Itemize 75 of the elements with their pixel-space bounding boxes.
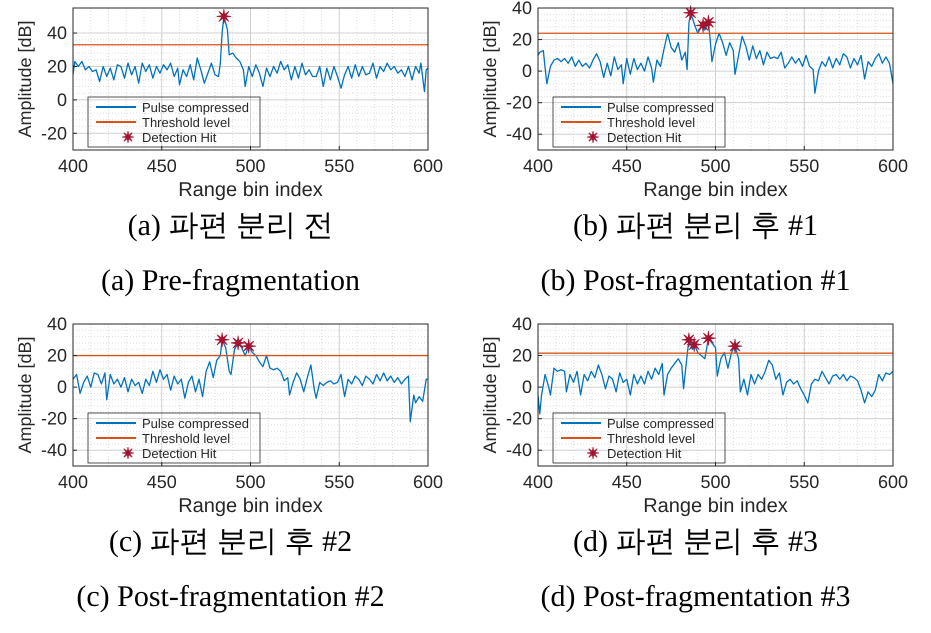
x-tick-label: 400 bbox=[522, 156, 554, 176]
point bbox=[214, 332, 230, 348]
point bbox=[683, 5, 698, 20]
x-tick-label: 400 bbox=[58, 472, 88, 492]
x-axis-title: Range bin index bbox=[178, 179, 323, 201]
x-tick-label: 450 bbox=[612, 156, 642, 176]
point bbox=[701, 14, 716, 30]
y-tick-label: 0 bbox=[56, 90, 67, 110]
y-axis-title: Amplitude [dB] bbox=[480, 20, 500, 138]
x-axis-title: Range bin index bbox=[643, 179, 788, 201]
point bbox=[728, 338, 742, 354]
legend-label: Pulse compressed bbox=[142, 100, 249, 115]
y-tick-label: 0 bbox=[522, 61, 532, 82]
x-tick-label: 500 bbox=[235, 472, 266, 492]
x-tick-label: 500 bbox=[700, 472, 731, 492]
y-tick-label: -20 bbox=[40, 408, 67, 429]
y-tick-label: 20 bbox=[46, 56, 67, 76]
legend-label: Threshold level bbox=[607, 115, 696, 130]
x-tick-label: 550 bbox=[789, 156, 820, 176]
legend-label: Detection Hit bbox=[142, 130, 217, 145]
legend-label: Pulse compressed bbox=[607, 100, 714, 115]
legend-label: Threshold level bbox=[142, 431, 230, 446]
x-tick-label: 550 bbox=[324, 472, 354, 492]
y-tick-label: -20 bbox=[506, 408, 532, 429]
legend-label: Detection Hit bbox=[607, 446, 682, 461]
x-tick-label: 600 bbox=[412, 156, 444, 176]
x-tick-label: 600 bbox=[878, 156, 908, 176]
y-tick-label: 0 bbox=[522, 377, 532, 398]
text: (a) Pre-fragmentation bbox=[100, 264, 360, 297]
y-tick-label: 40 bbox=[512, 314, 532, 334]
text: (d) 파편 분리 후 #3 bbox=[573, 525, 818, 558]
x-tick-label: 500 bbox=[235, 156, 266, 176]
x-tick-label: 400 bbox=[522, 472, 554, 492]
legend-label: Pulse compressed bbox=[142, 416, 249, 431]
x-tick-label: 400 bbox=[58, 156, 88, 176]
x-tick-label: 450 bbox=[146, 156, 177, 176]
y-tick-label: 0 bbox=[56, 377, 67, 398]
y-tick-label: 20 bbox=[46, 346, 67, 366]
y-tick-label: 40 bbox=[512, 0, 532, 18]
text: (d) Post-fragmentation #3 bbox=[540, 580, 850, 613]
text: (c) Post-fragmentation #2 bbox=[76, 580, 385, 613]
y-tick-label: -40 bbox=[506, 440, 532, 460]
legend-label: Threshold level bbox=[607, 431, 696, 446]
x-tick-label: 450 bbox=[146, 472, 177, 492]
y-tick-label: 20 bbox=[512, 346, 532, 366]
legend-label: Detection Hit bbox=[142, 446, 217, 461]
y-tick-label: -40 bbox=[506, 124, 532, 144]
text: (c) 파편 분리 후 #2 bbox=[108, 525, 352, 558]
text: (b) 파편 분리 후 #1 bbox=[573, 209, 818, 242]
x-tick-label: 600 bbox=[412, 472, 444, 492]
y-axis-title: Amplitude [dB] bbox=[15, 336, 35, 454]
point bbox=[686, 337, 702, 352]
y-axis-title: Amplitude [dB] bbox=[15, 20, 35, 138]
x-tick-label: 500 bbox=[700, 156, 731, 176]
point bbox=[230, 336, 246, 350]
y-tick-label: 40 bbox=[46, 23, 67, 44]
y-tick-label: -40 bbox=[40, 440, 67, 460]
legend-label: Threshold level bbox=[142, 115, 230, 130]
legend-label: Pulse compressed bbox=[607, 416, 714, 431]
point bbox=[701, 330, 716, 346]
point bbox=[241, 338, 256, 354]
x-tick-label: 550 bbox=[789, 472, 820, 492]
text: (b) Post-fragmentation #1 bbox=[540, 264, 850, 297]
x-axis-title: Range bin index bbox=[178, 495, 323, 517]
x-axis-title: Range bin index bbox=[643, 495, 788, 517]
text: (a) 파편 분리 전 bbox=[128, 209, 334, 242]
y-tick-label: 20 bbox=[512, 30, 532, 50]
y-tick-label: 40 bbox=[46, 314, 67, 334]
x-tick-label: 450 bbox=[612, 472, 642, 492]
y-axis-title: Amplitude [dB] bbox=[480, 336, 500, 454]
x-tick-label: 550 bbox=[324, 156, 354, 176]
y-tick-label: -20 bbox=[40, 123, 67, 144]
y-tick-label: -20 bbox=[506, 92, 532, 113]
legend-label: Detection Hit bbox=[607, 130, 682, 145]
x-tick-label: 600 bbox=[878, 472, 908, 492]
